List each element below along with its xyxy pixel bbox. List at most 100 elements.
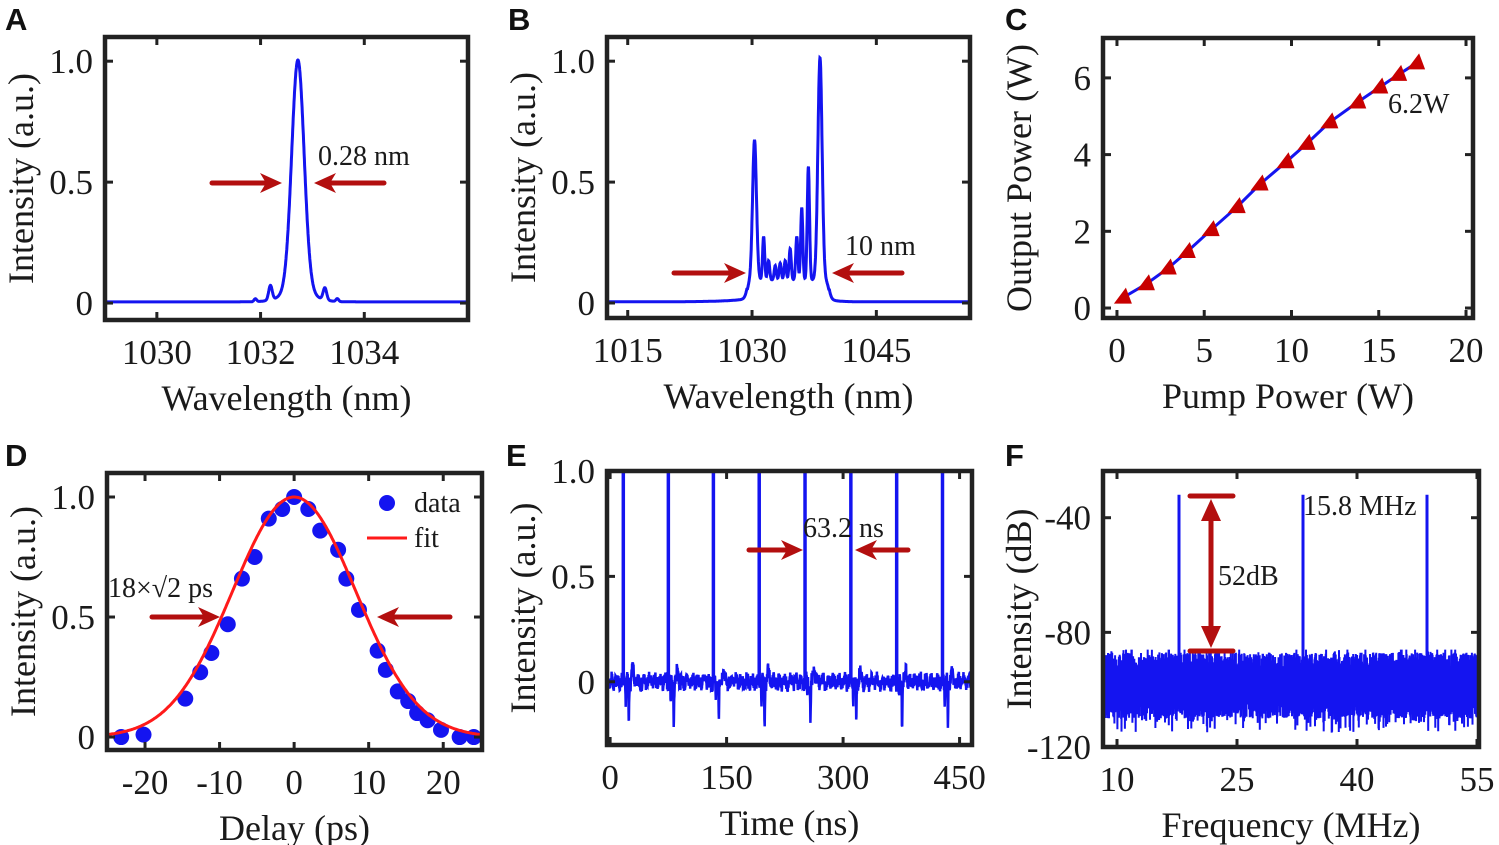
- y-tick-label: -40: [1044, 499, 1091, 538]
- duration-arrow-right-head: [377, 607, 399, 627]
- x-tick-label: 10: [1274, 331, 1309, 370]
- y-tick-label: 2: [1074, 212, 1092, 251]
- y-tick-label: 1.0: [51, 478, 95, 517]
- data-point-marker: [1136, 274, 1155, 291]
- x-tick-label: -20: [122, 763, 169, 802]
- data-point: [233, 570, 250, 587]
- x-tick-label: 20: [426, 763, 461, 802]
- y-tick-label: 0: [78, 718, 96, 757]
- snr-head-down: [1201, 626, 1221, 648]
- plot-area: [1122, 62, 1417, 299]
- x-tick-label: 15: [1361, 331, 1396, 370]
- plot-area: [105, 58, 468, 304]
- pulse-train-baseline: [607, 661, 972, 728]
- pulse-duration-label: 18×√2 ps: [108, 573, 213, 604]
- y-tick-label: 1.0: [551, 452, 595, 491]
- panel-d: D -20 -10 0 10 20 0 0.5 1.0 Delay (ps) Intensity (…: [3, 438, 485, 845]
- x-axis-title: Wavelength (nm): [663, 376, 913, 416]
- data-point-marker: [1227, 197, 1246, 214]
- y-tick-label: 0.5: [551, 557, 595, 596]
- plot-area: [607, 471, 972, 728]
- legend-data-marker: [379, 495, 395, 511]
- panel-label: F: [1005, 438, 1024, 473]
- x-tick-label: 300: [817, 758, 870, 797]
- x-tick-label: 1015: [593, 331, 663, 370]
- y-tick-label: 4: [1074, 136, 1092, 175]
- axes-frame: [604, 34, 973, 321]
- y-axis-title: Intensity (dB): [999, 509, 1039, 710]
- fwhm-arrow-right-head: [314, 173, 336, 193]
- legend-fit-label: fit: [414, 523, 439, 554]
- axes-frame: [604, 468, 975, 748]
- snr-arrow: [1187, 493, 1236, 654]
- snr-head-up: [1201, 499, 1221, 521]
- data-point-marker: [1297, 133, 1316, 150]
- x-tick-label: 25: [1220, 760, 1255, 799]
- y-tick-label: 0: [578, 663, 596, 702]
- period-arrow-left-head: [781, 540, 803, 560]
- repetition-rate-label: 15.8 MHz: [1303, 491, 1417, 522]
- panel-label: B: [508, 2, 530, 37]
- x-tick-label: 0: [601, 758, 619, 797]
- bandwidth-arrow-left-head: [724, 263, 746, 283]
- x-tick-label: 0: [285, 763, 303, 802]
- data-point-marker: [1348, 92, 1367, 109]
- y-tick-label: 0: [578, 284, 596, 323]
- x-tick-label: 5: [1195, 331, 1213, 370]
- x-tick-label: 10: [351, 763, 386, 802]
- x-tick-label: 1032: [226, 333, 296, 372]
- x-tick-label: -10: [196, 763, 243, 802]
- x-axis-title: Delay (ps): [219, 808, 370, 845]
- period-arrow-right-head: [855, 540, 877, 560]
- x-tick-label: 40: [1340, 760, 1375, 799]
- spectrum-line: [607, 54, 970, 304]
- x-axis-title: Time (ns): [720, 803, 860, 843]
- fit-curve: [107, 495, 482, 737]
- data-point: [135, 726, 152, 743]
- panel-a: A 1030 1032 1034 0 0.5 1.0 Wavelength (nm) Inten…: [1, 2, 471, 418]
- data-point: [389, 683, 406, 700]
- y-tick-label: 0: [76, 284, 94, 323]
- x-tick-label: 1034: [329, 333, 399, 372]
- y-tick-label: 0.5: [49, 163, 93, 202]
- panel-label: C: [1005, 2, 1027, 37]
- data-point-marker: [1320, 112, 1339, 129]
- data-point-marker: [1177, 242, 1196, 259]
- snr-label: 52dB: [1218, 561, 1279, 592]
- data-point-marker: [1113, 287, 1132, 304]
- axes-frame: [1100, 35, 1476, 321]
- data-point: [177, 690, 194, 707]
- duration-arrow-left-head: [198, 607, 220, 627]
- y-tick-label: -80: [1044, 613, 1091, 652]
- y-tick-label: 1.0: [551, 42, 595, 81]
- y-tick-label: 6: [1074, 59, 1092, 98]
- panel-c: C 0 5 10 15 20 0 2 4 6 Pump Power (W) Output Power …: [999, 2, 1484, 416]
- y-axis-title: Intensity (a.u.): [1, 73, 41, 284]
- legend-data-label: data: [414, 488, 461, 519]
- max-power-label: 6.2W: [1388, 89, 1450, 120]
- x-axis-title: Wavelength (nm): [161, 378, 411, 418]
- plot-area: [607, 54, 970, 304]
- x-tick-label: 1045: [841, 331, 911, 370]
- data-point-marker: [1370, 77, 1389, 94]
- data-point: [274, 501, 291, 518]
- x-axis-title: Pump Power (W): [1162, 376, 1414, 416]
- data-point-marker: [1407, 53, 1426, 70]
- y-tick-label: -120: [1027, 728, 1091, 767]
- x-tick-label: 10: [1100, 760, 1135, 799]
- bandwidth-arrow-right-head: [832, 263, 854, 283]
- y-axis-title: Intensity (a.u.): [503, 72, 543, 283]
- data-point-marker: [1250, 174, 1269, 191]
- spectrum-line: [105, 58, 468, 304]
- x-tick-label: 450: [933, 758, 986, 797]
- panel-b: B 1015 1030 1045 0 0.5 1.0 Wavelength (nm) Inten…: [503, 2, 973, 416]
- y-axis-title: Intensity (a.u.): [3, 506, 43, 717]
- x-tick-label: 1030: [122, 333, 192, 372]
- rf-noise-floor: [1103, 649, 1479, 733]
- fwhm-arrow-left-head: [260, 173, 282, 193]
- bandwidth-label: 10 nm: [845, 231, 916, 262]
- axes-frame: [1100, 468, 1482, 750]
- panel-e: E 0 150 300 450 0 0.5 1.0 Time (ns) Intensity (a.…: [503, 438, 986, 843]
- period-label: 63.2 ns: [803, 513, 884, 544]
